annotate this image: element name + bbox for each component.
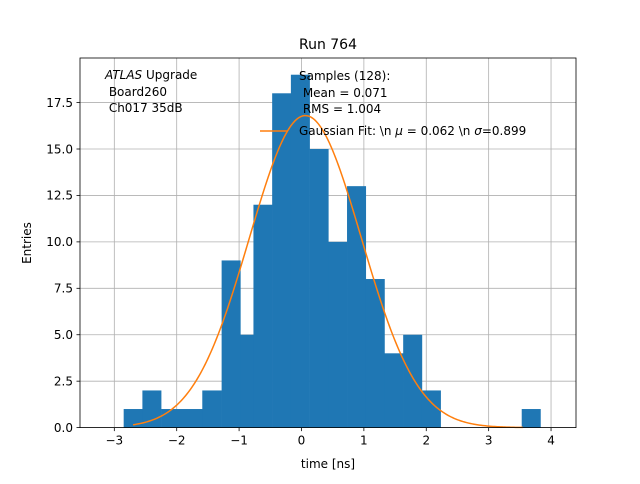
fit-label-prefix: Gaussian Fit: \n xyxy=(299,124,395,138)
y-tick-label: 10.0 xyxy=(46,235,73,249)
fit-label-suffix: =0.899 xyxy=(482,124,526,138)
y-tick-label: 0.0 xyxy=(54,421,73,435)
y-tick-label: 7.5 xyxy=(54,282,73,296)
histogram-bar xyxy=(240,334,254,428)
upgrade-label: Upgrade xyxy=(142,68,197,82)
fit-sigma-symbol: σ xyxy=(474,124,482,138)
x-tick-label: −2 xyxy=(168,434,186,448)
histogram-bar xyxy=(521,409,541,428)
fit-label-middle: = 0.062 \n xyxy=(403,124,474,138)
x-tick-label: 4 xyxy=(547,434,555,448)
legend-samples: Samples (128): xyxy=(299,69,390,83)
histogram-bar xyxy=(253,204,273,428)
y-tick-label: 5.0 xyxy=(54,328,73,342)
histogram-bar xyxy=(161,409,181,428)
board-label: Board260 xyxy=(105,85,167,99)
histogram-bar xyxy=(221,260,241,428)
legend: Samples (128): Mean = 0.071 RMS = 1.004 … xyxy=(260,69,526,138)
y-axis-label: Entries xyxy=(20,222,34,264)
histogram-bar xyxy=(309,149,329,428)
x-tick-label: 2 xyxy=(422,434,430,448)
x-axis-ticks: −3 −2 −1 0 1 2 3 4 xyxy=(105,427,555,448)
y-tick-label: 15.0 xyxy=(46,142,73,156)
x-axis-label: time [ns] xyxy=(301,457,355,471)
channel-label: Ch017 35dB xyxy=(105,101,183,115)
plot-frame xyxy=(79,57,577,429)
histogram-bar xyxy=(384,353,404,428)
histogram-bar xyxy=(403,334,423,428)
legend-fit-label: Gaussian Fit: \n μ = 0.062 \n σ=0.899 xyxy=(299,124,526,138)
x-tick-label: −3 xyxy=(105,434,123,448)
gaussian-fit-curve xyxy=(132,114,523,429)
y-tick-label: 12.5 xyxy=(46,189,73,203)
histogram-bar xyxy=(421,390,441,428)
annotation-line-1: ATLAS Upgrade xyxy=(104,68,197,82)
x-tick-label: 0 xyxy=(298,434,306,448)
fit-mu-symbol: μ xyxy=(394,124,403,138)
histogram-bar xyxy=(179,409,203,428)
histogram-bar xyxy=(123,409,143,428)
histogram-bar xyxy=(202,390,222,428)
x-tick-label: 3 xyxy=(485,434,493,448)
histogram-bar xyxy=(365,279,385,428)
x-tick-label: 1 xyxy=(360,434,368,448)
y-tick-label: 2.5 xyxy=(54,374,73,388)
histogram-bar xyxy=(347,186,367,428)
chart-title: Run 764 xyxy=(299,37,357,53)
x-tick-label: −1 xyxy=(230,434,248,448)
histogram-bar xyxy=(272,93,292,428)
histogram-bar xyxy=(328,241,348,428)
atlas-label: ATLAS xyxy=(104,68,143,82)
legend-mean: Mean = 0.071 xyxy=(299,86,388,100)
histogram-bar xyxy=(290,74,310,428)
y-tick-label: 17.5 xyxy=(46,96,73,110)
legend-rms: RMS = 1.004 xyxy=(299,102,381,116)
y-axis-ticks: 0.0 2.5 5.0 7.5 10.0 12.5 15.0 17.5 xyxy=(46,96,80,435)
